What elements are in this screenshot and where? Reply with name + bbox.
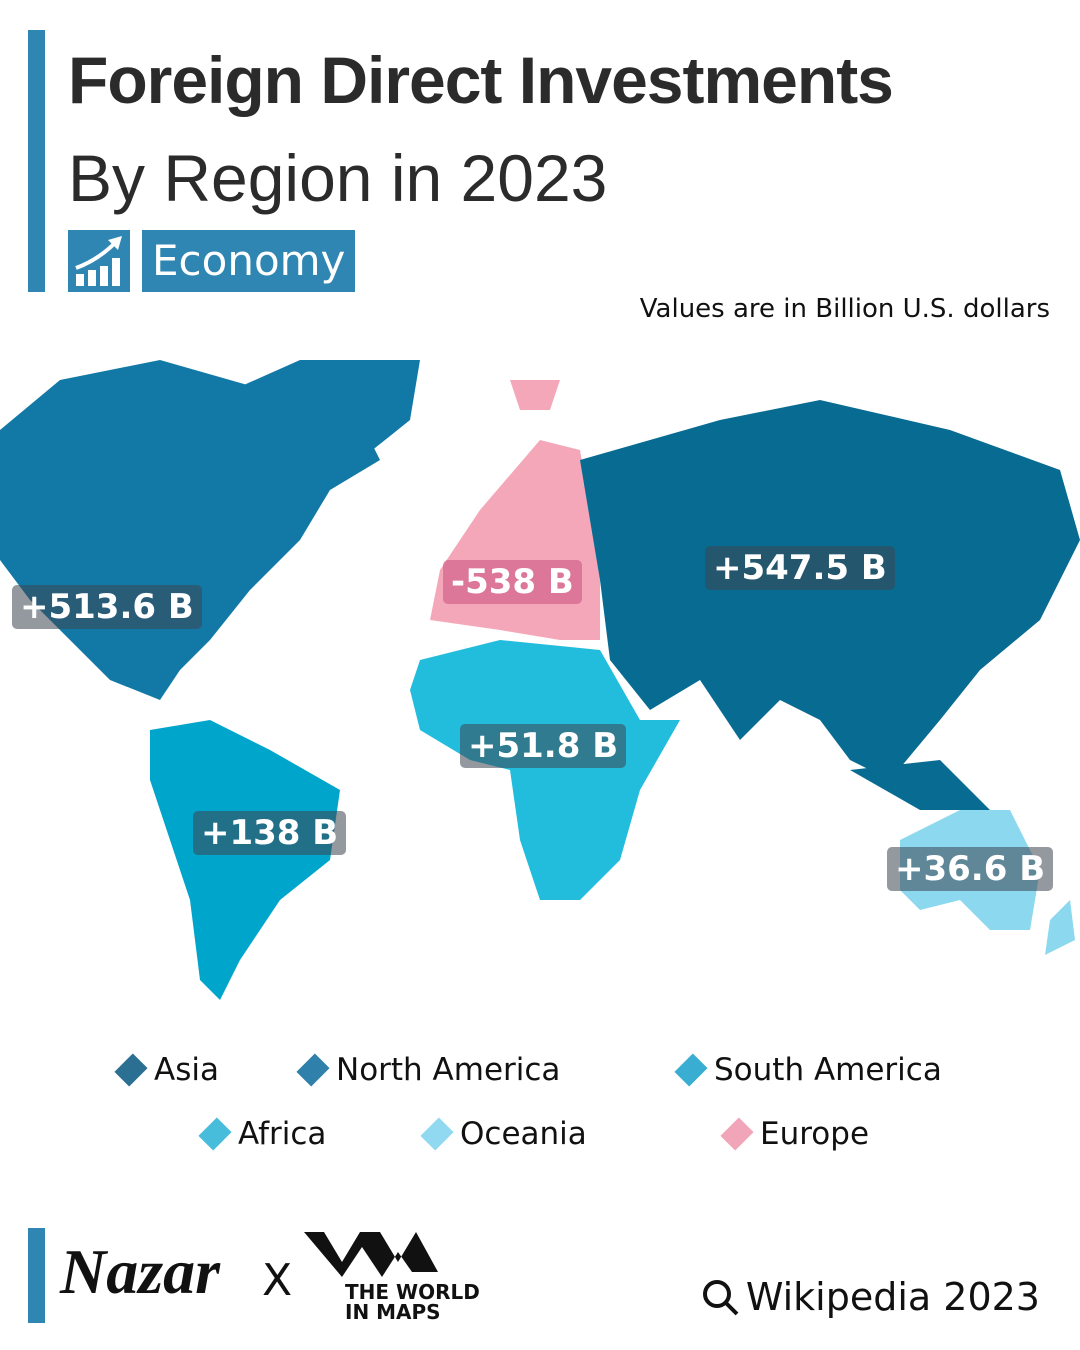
category-tag: Economy [142, 230, 356, 292]
legend-item-north-america: North America [296, 1052, 561, 1088]
legend-label: Oceania [460, 1116, 587, 1152]
value-label-europe: -538 B [443, 560, 582, 604]
page-title: Foreign Direct Investments [68, 43, 894, 117]
legend-label: North America [336, 1052, 561, 1088]
world-in-maps-text: THE WORLD IN MAPS [345, 1282, 480, 1322]
legend-item-africa: Africa [198, 1116, 327, 1152]
region-south-america [150, 720, 340, 1000]
search-icon [702, 1280, 739, 1316]
source: Wikipedia 2023 [700, 1275, 1040, 1319]
world-map [0, 360, 1080, 1000]
legend-label: Europe [760, 1116, 870, 1152]
brand2-line2: IN MAPS [345, 1300, 441, 1324]
legend-label: Africa [238, 1116, 327, 1152]
collab-separator: X [262, 1255, 293, 1306]
value-label-south-america: +138 B [193, 811, 347, 855]
source-text: Wikipedia 2023 [745, 1275, 1040, 1319]
legend-label: Asia [154, 1052, 219, 1088]
legend-item-asia: Asia [114, 1052, 219, 1088]
diamond-icon [420, 1117, 454, 1151]
region-north-america [0, 360, 420, 700]
region-africa [410, 640, 680, 900]
region-asia [580, 400, 1080, 810]
diamond-icon [296, 1053, 330, 1087]
chart-growth-icon [68, 230, 130, 292]
value-label-africa: +51.8 B [460, 724, 627, 768]
legend-item-south-america: South America [674, 1052, 942, 1088]
brand2-line1: THE WORLD [345, 1280, 480, 1304]
legend-item-europe: Europe [720, 1116, 870, 1152]
world-in-maps-logo [304, 1232, 438, 1277]
value-label-asia: +547.5 B [705, 546, 895, 590]
units-note: Values are in Billion U.S. dollars [639, 294, 1050, 324]
footer-accent-bar [28, 1228, 45, 1323]
value-label-north-america: +513.6 B [12, 585, 202, 629]
diamond-icon [720, 1117, 754, 1151]
value-label-oceania: +36.6 B [887, 847, 1054, 891]
diamond-icon [674, 1053, 708, 1087]
diamond-icon [198, 1117, 232, 1151]
legend-label: South America [714, 1052, 942, 1088]
diamond-icon [114, 1053, 148, 1087]
legend-item-oceania: Oceania [420, 1116, 587, 1152]
accent-bar [28, 30, 45, 292]
nazar-logo: Nazar [60, 1236, 221, 1307]
page-subtitle: By Region in 2023 [68, 141, 608, 215]
